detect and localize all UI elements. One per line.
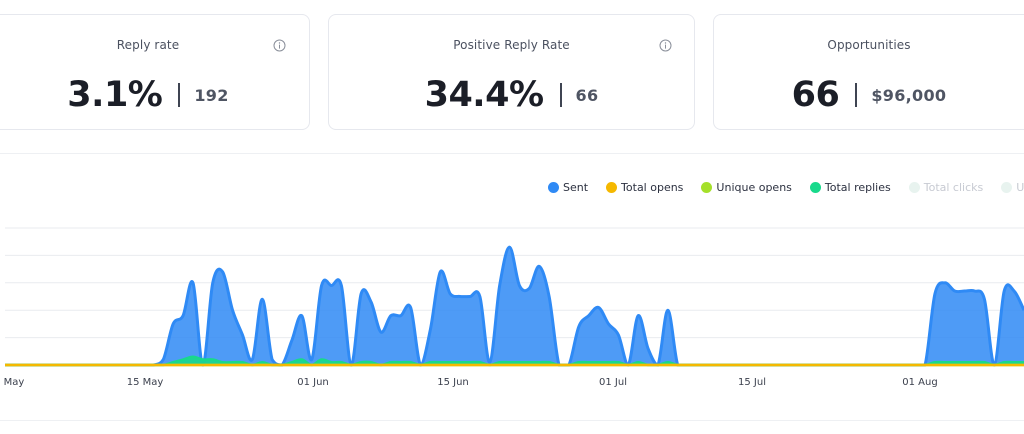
legend-dot-icon — [809, 182, 821, 193]
sent-area — [5, 247, 1024, 365]
legend-dot-icon — [1001, 182, 1013, 193]
x-tick-label: 01 Aug — [902, 377, 937, 388]
legend-label: Unique c — [1016, 181, 1024, 194]
card-title: Opportunities — [827, 38, 911, 52]
legend-item[interactable]: Total replies — [809, 181, 891, 194]
chart-panel — [0, 153, 1024, 421]
metric-amount: $96,000 — [871, 85, 947, 105]
reply-rate-card: Reply rate 3.1% 192 — [0, 14, 310, 130]
metric-divider — [559, 83, 562, 107]
metric: 34.4% 66 — [329, 75, 694, 115]
legend-dot-icon — [701, 182, 713, 193]
legend-item[interactable]: Unique opens — [701, 181, 792, 194]
card-title: Positive Reply Rate — [453, 38, 570, 52]
legend-item[interactable]: Sent — [548, 181, 588, 194]
legend-label: Total replies — [824, 181, 891, 194]
metric-value: 3.1% — [67, 75, 163, 115]
legend-label: Total clicks — [923, 181, 984, 194]
legend-item[interactable]: Unique c — [1001, 181, 1024, 194]
card-title: Reply rate — [116, 38, 180, 52]
legend-label: Total opens — [621, 181, 684, 194]
x-tick-label: 15 Jun — [437, 377, 469, 388]
positive-reply-rate-card: Positive Reply Rate 34.4% 66 — [328, 14, 695, 130]
chart-legend: Sent Total opens Unique opens Total replies… — [548, 181, 1024, 194]
metric-divider — [178, 83, 181, 107]
metric-count: 66 — [575, 85, 599, 105]
x-tick-label: 01 Jun — [297, 377, 329, 388]
metric-value: 66 — [791, 75, 840, 115]
metric-divider — [855, 83, 858, 107]
x-tick-label: 15 May — [127, 377, 164, 388]
x-tick-label: 15 Jul — [738, 377, 766, 388]
legend-label: Sent — [563, 181, 589, 194]
legend-dot-icon — [548, 182, 559, 193]
legend-item[interactable]: Total clicks — [908, 181, 984, 194]
info-icon[interactable] — [273, 39, 286, 52]
opportunities-card: Opportunities 66 $96,000 — [713, 14, 1024, 130]
legend-item[interactable]: Total opens — [606, 181, 683, 194]
metric: 3.1% 192 — [0, 75, 309, 115]
legend-dot-icon — [908, 182, 920, 193]
info-icon[interactable] — [659, 39, 672, 52]
x-tick-label: 01 Jul — [599, 377, 627, 388]
activity-chart: May 15 May 01 Jun 15 Jun 01 Jul 15 Jul 01 Aug — [4, 227, 1024, 388]
metric: 66 $96,000 — [714, 75, 1024, 115]
metric-value: 34.4% — [424, 75, 544, 115]
legend-dot-icon — [606, 182, 618, 193]
metric-count: 192 — [194, 85, 229, 105]
legend-label: Unique opens — [716, 181, 792, 194]
x-tick-label: May — [4, 377, 25, 388]
